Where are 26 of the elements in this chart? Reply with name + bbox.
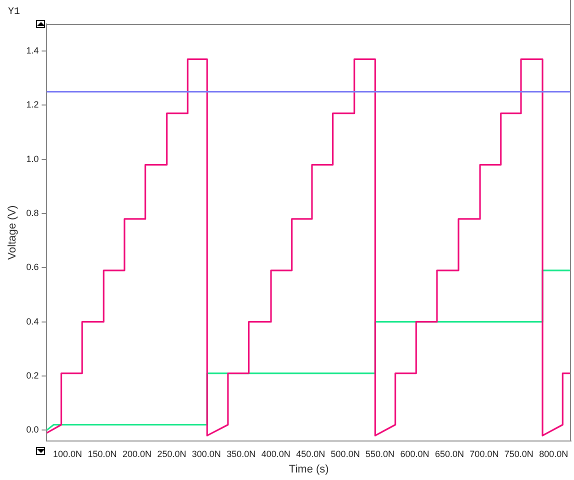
x-tick-label: 100.0N <box>53 448 82 459</box>
x-axis-title: Time (s) <box>288 463 329 476</box>
y-tick-label: 0.8 <box>26 208 39 218</box>
x-tick-label: 650.0N <box>434 448 464 459</box>
y-tick-label: 0.4 <box>26 316 39 326</box>
x-tick-label: 250.0N <box>157 448 186 459</box>
y-tick-label: 1.2 <box>26 100 39 110</box>
y-tick-label: 0.2 <box>26 370 39 380</box>
x-tick-label: 700.0N <box>470 448 499 459</box>
x-tick-label: 150.0N <box>88 448 117 459</box>
x-tick-label: 450.0N <box>296 448 326 459</box>
y-axis-title: Voltage (V) <box>6 205 19 260</box>
x-tick-label: 550.0N <box>366 448 395 459</box>
y-tick-label: 1.4 <box>26 46 39 56</box>
x-tick-label: 500.0N <box>330 448 360 459</box>
y-tick-label: 1.0 <box>26 154 39 164</box>
x-tick-label: 600.0N <box>400 448 430 459</box>
x-tick-label: 350.0N <box>226 448 256 459</box>
x-tick-label: 200.0N <box>122 448 152 459</box>
x-tick-label: 800.0N <box>539 448 568 459</box>
y-tick-label: 0.6 <box>26 262 39 272</box>
x-tick-label: 750.0N <box>504 448 534 459</box>
x-tick-label: 400.0N <box>261 448 290 459</box>
y-tick-label: 0.0 <box>26 424 39 435</box>
x-tick-label: 300.0N <box>192 448 221 459</box>
text: Y1 <box>8 7 20 18</box>
